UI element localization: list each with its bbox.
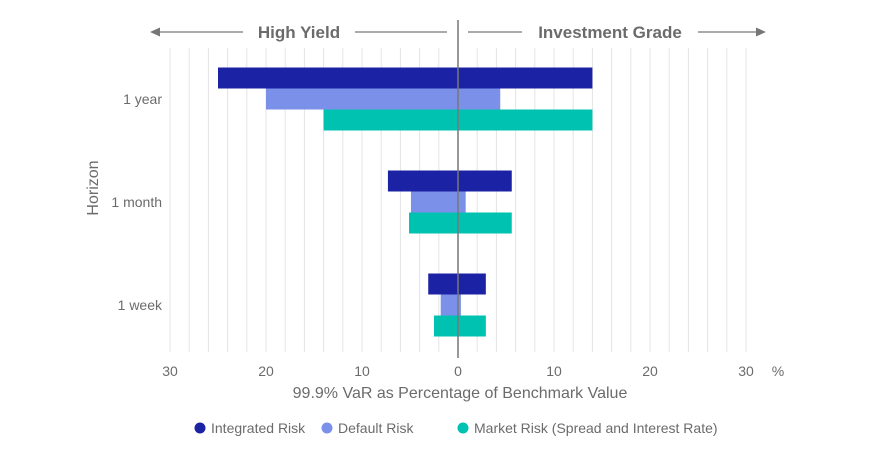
x-tick-label: 20: [642, 363, 658, 379]
legend-label: Market Risk (Spread and Interest Rate): [474, 420, 718, 436]
x-tick-labels: 30 20 10 0 10 20 30: [162, 363, 754, 379]
legend: Integrated Risk Default Risk Market Risk (…: [194, 420, 718, 436]
investment-grade-label: Investment Grade: [538, 23, 682, 42]
bar-investment-grade: [458, 191, 466, 213]
unit-label: %: [772, 363, 784, 379]
x-tick-label: 0: [454, 363, 462, 379]
bar-investment-grade: [458, 109, 593, 131]
bar-high-yield: [387, 170, 458, 192]
category-label: 1 month: [111, 194, 162, 210]
bar-investment-grade: [458, 88, 501, 110]
bar-investment-grade: [458, 212, 512, 234]
legend-marker: [457, 422, 469, 434]
y-axis-title: Horizon: [85, 160, 102, 215]
bar-high-yield: [323, 109, 458, 131]
legend-label: Default Risk: [338, 420, 414, 436]
bar-high-yield: [409, 212, 458, 234]
x-tick-label: 20: [258, 363, 274, 379]
category-label: 1 week: [118, 297, 163, 313]
legend-marker: [194, 422, 206, 434]
bar-investment-grade: [458, 294, 461, 316]
bar-investment-grade: [458, 170, 512, 192]
bar-investment-grade: [458, 67, 593, 89]
y-category-labels: 1 year 1 month 1 week: [111, 91, 163, 313]
investment-grade-header: Investment Grade: [468, 23, 766, 42]
left-arrow-icon: [150, 27, 160, 37]
legend-marker: [321, 422, 333, 434]
bar-investment-grade: [458, 273, 486, 295]
x-axis-title: 99.9% VaR as Percentage of Benchmark Val…: [293, 385, 628, 402]
legend-label: Integrated Risk: [211, 420, 306, 436]
x-tick-label: 30: [738, 363, 754, 379]
bar-high-yield: [266, 88, 458, 110]
x-tick-label: 30: [162, 363, 178, 379]
bar-high-yield: [410, 191, 458, 213]
bar-high-yield: [440, 294, 458, 316]
category-label: 1 year: [123, 91, 162, 107]
bar-high-yield: [428, 273, 458, 295]
bar-investment-grade: [458, 315, 486, 337]
x-tick-label: 10: [546, 363, 562, 379]
bar-high-yield: [218, 67, 458, 89]
bars: [218, 67, 593, 337]
right-arrow-icon: [756, 27, 766, 37]
x-tick-label: 10: [354, 363, 370, 379]
high-yield-label: High Yield: [258, 23, 340, 42]
high-yield-header: High Yield: [150, 23, 447, 42]
bar-high-yield: [434, 315, 458, 337]
